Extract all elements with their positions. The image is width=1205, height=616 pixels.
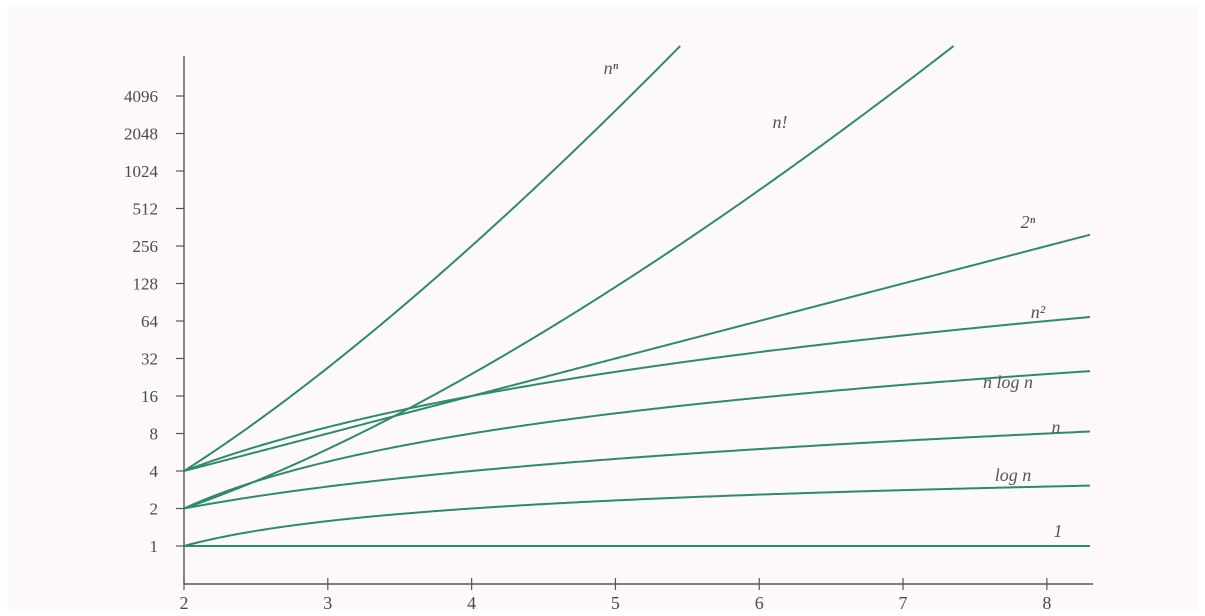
y-tick-label: 16 <box>141 387 158 406</box>
series-line-fact <box>183 45 955 510</box>
y-tick-label: 2048 <box>124 125 158 144</box>
series-label-2n: 2ⁿ <box>1021 212 1036 232</box>
y-tick-label: 64 <box>141 312 159 331</box>
series-line-nn <box>183 45 681 472</box>
y-tick-label: 32 <box>141 350 158 369</box>
y-tick-label: 8 <box>150 425 159 444</box>
series-label-nlogn: n log n <box>983 372 1033 392</box>
series-line-log <box>183 484 1091 547</box>
x-tick-label: 6 <box>755 593 764 610</box>
series-label-log: log n <box>995 465 1032 485</box>
y-ticks: 1 2 4 8 16 32 64 128 256 512 1024 2048 4096 <box>124 87 184 556</box>
x-tick-label: 2 <box>180 593 189 610</box>
y-tick-label: 4096 <box>124 87 158 106</box>
x-ticks: 2 3 4 5 6 7 8 <box>180 578 1051 610</box>
axes <box>183 56 1093 585</box>
series-labels: 1 log n n n log n n² 2ⁿ n! nⁿ <box>604 58 1063 541</box>
y-tick-label: 128 <box>133 275 159 294</box>
series-label-n2: n² <box>1031 302 1046 322</box>
series-line-nlogn <box>183 370 1091 510</box>
series-line-n <box>183 430 1091 510</box>
y-tick-label: 2 <box>150 500 159 519</box>
series-label-n: n <box>1052 417 1061 437</box>
x-tick-label: 8 <box>1042 593 1051 610</box>
series-line-n2 <box>183 316 1091 472</box>
series-label-nn: nⁿ <box>604 58 619 78</box>
series-label-fact: n! <box>773 112 788 132</box>
x-tick-label: 4 <box>467 593 476 610</box>
x-tick-label: 3 <box>323 593 332 610</box>
y-tick-label: 4 <box>150 462 159 481</box>
x-tick-label: 5 <box>611 593 620 610</box>
y-tick-label: 1024 <box>124 162 159 181</box>
y-tick-label: 1 <box>150 537 159 556</box>
series-label-1: 1 <box>1054 521 1063 541</box>
y-tick-label: 512 <box>133 200 159 219</box>
x-tick-label: 7 <box>899 593 908 610</box>
y-tick-label: 256 <box>133 237 159 256</box>
series-line-2n <box>183 233 1091 472</box>
series-lines <box>183 45 1091 547</box>
